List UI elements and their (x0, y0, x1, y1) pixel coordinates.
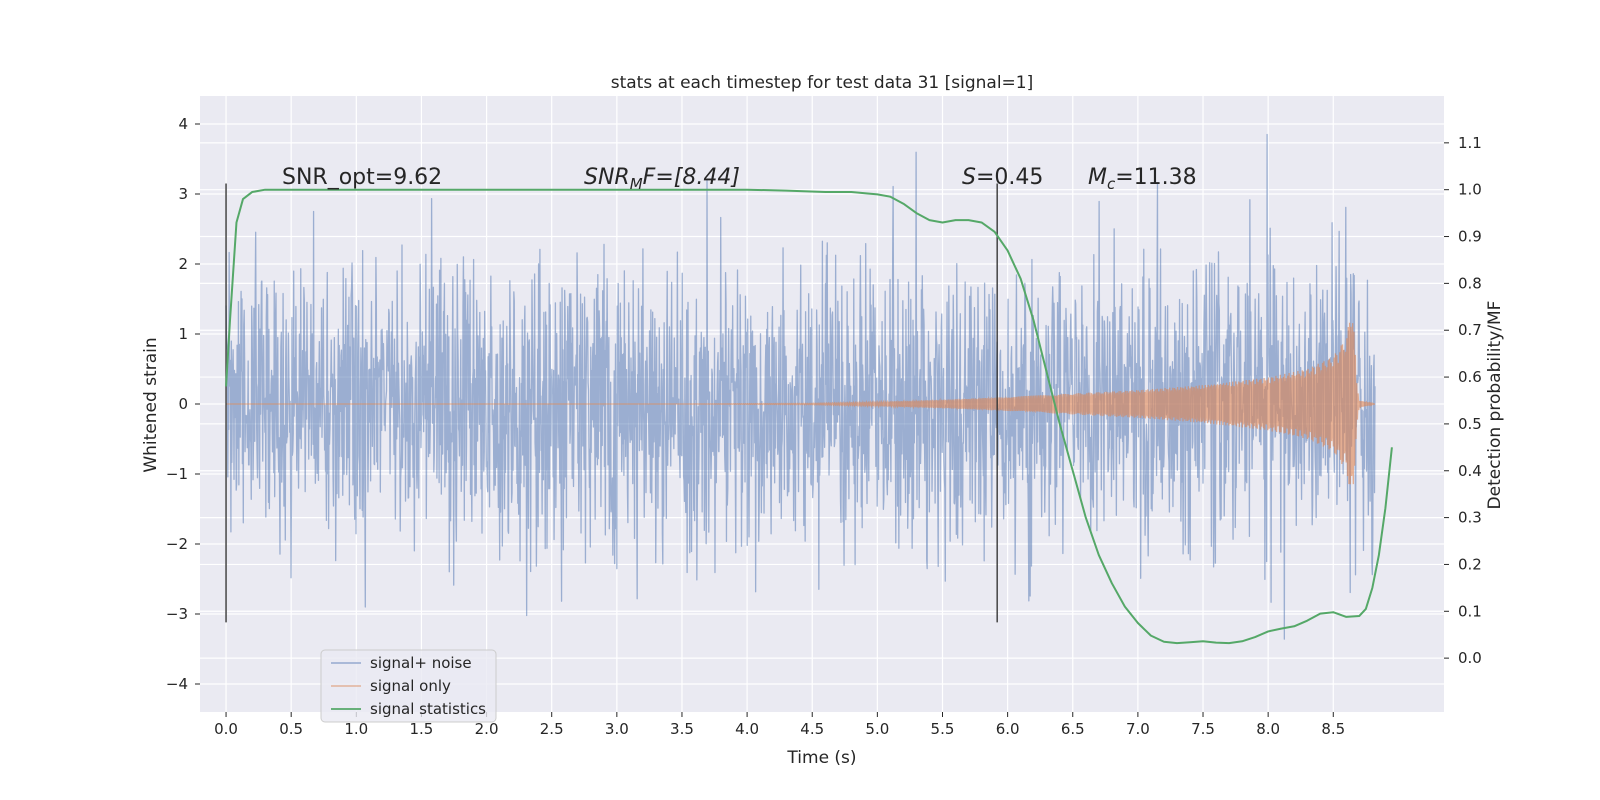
legend-label-signal-statistics: signal statistics (370, 700, 486, 718)
y2-tick-label-8: 0.3 (1458, 509, 1482, 527)
x-tick-label-12: 6.0 (996, 720, 1020, 738)
y2-axis-ticks: 1.1 1.0 0.9 0.8 0.7 0.6 0.5 0.4 0.3 0.2 0.1 0.0 (1444, 134, 1482, 667)
annotation-snr-mf: SNRMF=[8.44] (584, 165, 740, 193)
signal-only-line (226, 322, 1376, 485)
x-tick-label-16: 8.0 (1256, 720, 1280, 738)
y2-tick-label-9: 0.2 (1458, 555, 1482, 573)
x-tick-label-3: 1.5 (410, 720, 434, 738)
y2-tick-label-1: 1.0 (1458, 181, 1482, 199)
annotation-s: S=0.45 (962, 165, 1043, 190)
series-signal-statistics (225, 188, 1393, 645)
series-signal-noise (225, 133, 1376, 640)
x-tick-label-14: 7.0 (1126, 720, 1150, 738)
y2-axis-label: Detection probability/MF (1485, 301, 1505, 510)
x-axis-label: Time (s) (786, 748, 856, 768)
y2-tick-label-5: 0.6 (1458, 368, 1482, 386)
x-tick-label-4: 2.0 (475, 720, 499, 738)
noise-line (225, 133, 1376, 640)
annotation-mc-var: M (1088, 165, 1107, 190)
x-tick-label-9: 4.5 (800, 720, 824, 738)
annotation-snr-mf-var: SNR (584, 165, 630, 190)
y2-tick-label-10: 0.1 (1458, 602, 1482, 620)
y-tick-label-1: 3 (178, 185, 188, 203)
vertical-markers (225, 183, 999, 623)
y-tick-label-5: −1 (166, 465, 188, 483)
signal-statistics-line (225, 188, 1393, 645)
x-tick-label-5: 2.5 (540, 720, 564, 738)
x-tick-label-2: 1.0 (344, 720, 368, 738)
y2-tick-label-3: 0.8 (1458, 274, 1482, 292)
y-tick-label-6: −2 (166, 535, 188, 553)
annotation-mc-sub: c (1107, 175, 1116, 193)
y2-tick-label-6: 0.5 (1458, 415, 1482, 433)
series-signal-only (226, 322, 1376, 485)
y2-tick-label-11: 0.0 (1458, 649, 1482, 667)
y-tick-label-4: 0 (178, 395, 188, 413)
y-tick-label-2: 2 (178, 255, 188, 273)
x-tick-label-7: 3.5 (670, 720, 694, 738)
chart-title: stats at each timestep for test data 31 … (611, 73, 1034, 93)
y2-tick-label-0: 1.1 (1458, 134, 1482, 152)
annotation-snr-mf-rest: F=[8.44] (643, 165, 740, 190)
y-axis-label: Whitened strain (141, 337, 161, 472)
x-tick-label-8: 4.0 (735, 720, 759, 738)
y-tick-label-8: −4 (166, 675, 188, 693)
annotation-mc: Mc=11.38 (1088, 165, 1197, 193)
y-tick-label-3: 1 (178, 325, 188, 343)
annotation-s-rest: =0.45 (976, 165, 1043, 190)
annotation-s-var: S (962, 165, 976, 190)
y2-tick-label-7: 0.4 (1458, 462, 1482, 480)
y2-tick-label-2: 0.9 (1458, 228, 1482, 246)
x-tick-label-0: 0.0 (214, 720, 238, 738)
x-tick-label-17: 8.5 (1321, 720, 1345, 738)
legend-label-signal-only: signal only (370, 677, 451, 695)
x-axis-ticks: 0.0 0.5 1.0 1.5 2.0 2.5 3.0 3.5 4.0 4.5 5.0 5.5 6.0 6… (214, 712, 1345, 738)
legend: signal+ noise signal only signal statist… (320, 649, 497, 723)
annotation-snr-opt: SNR_opt=9.62 (282, 165, 442, 190)
x-tick-label-15: 7.5 (1191, 720, 1215, 738)
y-axis-ticks: 4 3 2 1 0 −1 −2 −3 −4 (166, 115, 200, 693)
x-tick-label-13: 6.5 (1061, 720, 1085, 738)
y-tick-label-0: 4 (178, 115, 188, 133)
x-tick-label-1: 0.5 (279, 720, 303, 738)
x-tick-label-11: 5.5 (931, 720, 955, 738)
y-tick-label-7: −3 (166, 605, 188, 623)
legend-box (320, 649, 497, 723)
legend-label-signal-noise: signal+ noise (370, 654, 472, 672)
x-tick-label-6: 3.0 (605, 720, 629, 738)
x-tick-label-10: 5.0 (865, 720, 889, 738)
annotation-mc-rest: =11.38 (1115, 165, 1196, 190)
y2-tick-label-4: 0.7 (1458, 321, 1482, 339)
annotation-snr-mf-sub: M (630, 175, 643, 193)
